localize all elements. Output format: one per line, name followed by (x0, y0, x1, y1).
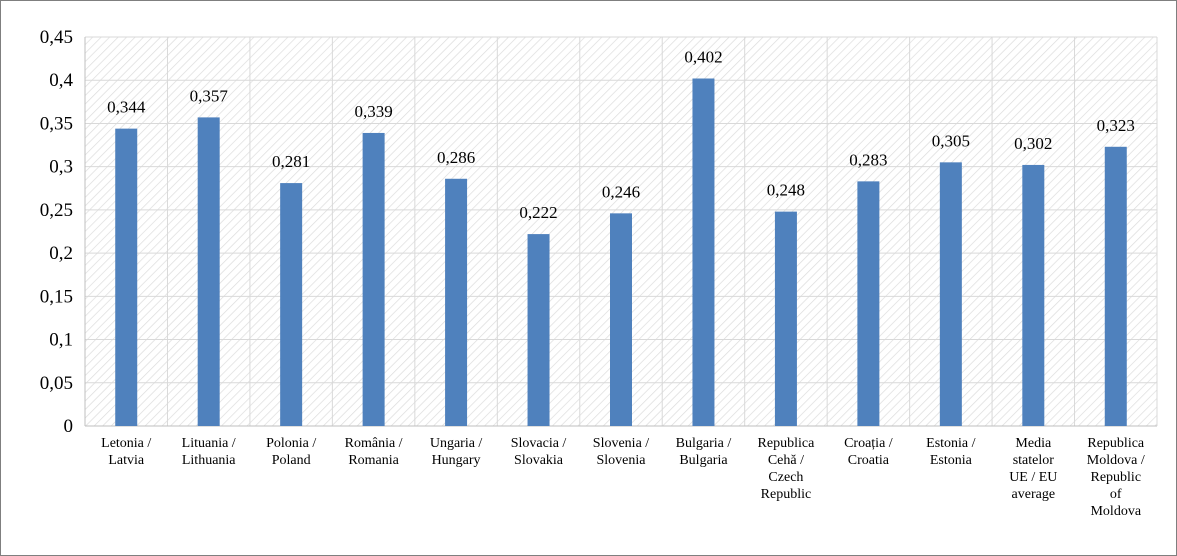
x-tick-label: Slovacia / Slovakia (511, 436, 567, 468)
data-label: 0,302 (1014, 134, 1052, 153)
bar (527, 234, 550, 426)
y-tick-label: 0,35 (40, 113, 73, 134)
x-tick-label: Media statelor UE / EU average (1009, 436, 1057, 502)
x-tick-label: Slovenia / Slovenia (593, 436, 649, 468)
y-tick-label: 0,2 (49, 243, 73, 264)
x-tick-label: România / Romania (345, 436, 403, 468)
data-label: 0,323 (1097, 116, 1135, 135)
bar (692, 78, 715, 426)
bar (610, 213, 632, 426)
y-tick-label: 0,15 (40, 286, 73, 307)
gridlines (85, 36, 1158, 426)
x-tick-label: Polonia / Poland (266, 436, 316, 468)
data-label: 0,305 (932, 131, 970, 150)
x-tick-label: Bulgaria / Bulgaria (676, 436, 732, 468)
data-label: 0,344 (107, 98, 146, 117)
data-label: 0,222 (519, 203, 557, 222)
bar (445, 178, 468, 426)
bar (280, 183, 303, 426)
data-label: 0,283 (849, 150, 887, 169)
data-label: 0,281 (272, 152, 310, 171)
y-tick-label: 0,1 (49, 330, 73, 351)
bar (115, 128, 138, 426)
y-tick-label: 0,25 (40, 200, 73, 221)
data-labels: 0,344 0,357 0,281 0,339 0,286 0,222 0,246 0,402… (107, 47, 1135, 222)
y-tick-label: 0,05 (40, 373, 73, 394)
y-tick-label: 0,3 (49, 157, 73, 178)
bar (197, 117, 220, 426)
data-label: 0,357 (190, 86, 229, 105)
x-tick-label: Croația / Croatia (844, 436, 893, 468)
data-label: 0,246 (602, 182, 640, 201)
bar (1104, 146, 1127, 427)
data-label: 0,286 (437, 148, 475, 167)
bar (774, 211, 797, 426)
x-tick-label: Ungaria / Hungary (430, 436, 483, 468)
x-tick-label: Letonia / Latvia (101, 436, 151, 468)
y-tick-label: 0,4 (49, 70, 73, 91)
x-tick-label: Estonia / Estonia (926, 436, 975, 468)
y-tick-label: 0,45 (40, 27, 73, 48)
data-label: 0,248 (767, 181, 805, 200)
bar (1022, 164, 1045, 426)
x-axis-labels: Letonia / Latvia Lituania / Lithuania Poloni… (101, 436, 1145, 519)
data-label: 0,402 (684, 47, 722, 66)
bar (857, 181, 880, 426)
bars (115, 78, 1127, 427)
x-tick-label: Republica Moldova / Republic of Moldova (1087, 436, 1145, 519)
x-tick-label: Republica Cehă / Czech Republic (758, 436, 816, 502)
y-tick-label: 0 (64, 416, 74, 437)
bar (939, 162, 962, 426)
data-label: 0,339 (354, 102, 392, 121)
y-axis-ticks: 0 0,05 0,1 0,15 0,2 0,25 0,3 0,35 0,4 0,45 (40, 27, 74, 437)
bar (362, 132, 385, 426)
x-tick-label: Lituania / Lithuania (182, 436, 237, 468)
